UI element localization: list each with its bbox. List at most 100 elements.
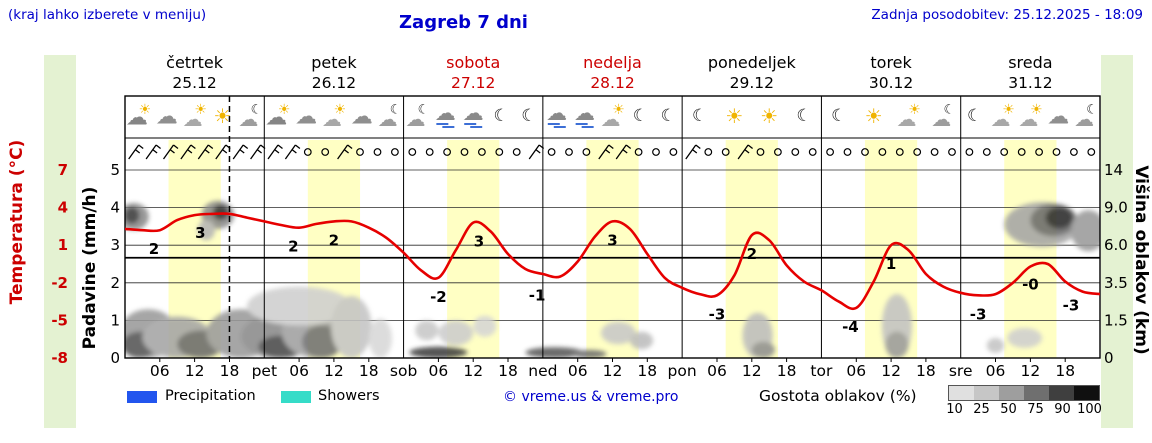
svg-text:☾: ☾ bbox=[521, 106, 536, 126]
wind-calm-icon bbox=[582, 148, 591, 156]
cloud-icon: ☁ bbox=[156, 105, 178, 130]
svg-text:☁: ☁ bbox=[546, 101, 567, 125]
wind-calm-icon bbox=[303, 148, 312, 156]
wind-calm-icon bbox=[1035, 148, 1043, 156]
cloud-blob bbox=[473, 315, 497, 337]
wind-barb-icon bbox=[232, 144, 249, 160]
svg-text:☁: ☁ bbox=[435, 101, 456, 125]
wind-barb-icon bbox=[162, 144, 179, 160]
wind-calm-icon bbox=[965, 148, 974, 156]
hour-tick-label: 18 bbox=[1055, 362, 1075, 380]
svg-text:☾: ☾ bbox=[831, 106, 846, 126]
sun-cloud-icon: ☀☁ bbox=[183, 102, 207, 131]
wind-barb-icon bbox=[598, 144, 614, 160]
day-name: ponedeljek bbox=[708, 53, 797, 72]
showers-legend-label: Showers bbox=[318, 388, 380, 404]
moon-icon: ☾ bbox=[796, 106, 811, 126]
temperature-value-labels: 2 3 2 2 -2 3 -1 3 -3 2 -4 1 -3 -0 -3 bbox=[149, 224, 1080, 336]
day-abbrev-label: sob bbox=[390, 362, 417, 380]
wind-calm-icon bbox=[460, 148, 469, 156]
rain-icon: ☁ bbox=[463, 101, 484, 128]
hour-tick-label: 06 bbox=[707, 362, 727, 380]
moon-icon: ☾ bbox=[521, 106, 536, 126]
sun-icon: ☀ bbox=[760, 104, 778, 128]
last-update: Zadnja posodobitev: 25.12.2025 - 18:09 bbox=[871, 7, 1143, 23]
cloud-density-cell bbox=[1074, 386, 1099, 400]
day-abbrev-label: pon bbox=[668, 362, 697, 380]
moon-cloud-icon: ☾☁ bbox=[931, 103, 955, 132]
cloud-density-scale bbox=[948, 385, 1100, 401]
hour-tick-label: 18 bbox=[916, 362, 936, 380]
sun-icon: ☀ bbox=[725, 104, 743, 128]
day-name: torek bbox=[870, 53, 912, 72]
svg-text:☁: ☁ bbox=[183, 107, 203, 131]
menu-hint: (kraj lahko izberete v meniju) bbox=[8, 7, 207, 23]
svg-text:☀: ☀ bbox=[760, 104, 778, 128]
svg-text:☾: ☾ bbox=[692, 106, 707, 126]
svg-text:☁: ☁ bbox=[991, 107, 1011, 131]
svg-text:☀: ☀ bbox=[334, 102, 347, 118]
sun-cloud-icon: ☀☁ bbox=[991, 102, 1015, 131]
wind-calm-icon bbox=[1017, 148, 1026, 156]
temp-tick-label: -5 bbox=[51, 311, 68, 329]
cloud-blob bbox=[125, 206, 140, 224]
cloud-icon: ☁ bbox=[351, 105, 373, 130]
temp-extreme-label: 2 bbox=[329, 231, 339, 249]
hour-tick-label: 06 bbox=[429, 362, 449, 380]
wind-calm-icon bbox=[878, 148, 887, 156]
hour-tick-label: 06 bbox=[289, 362, 309, 380]
day-date: 31.12 bbox=[1008, 74, 1052, 92]
day-name: četrtek bbox=[166, 53, 224, 72]
wind-calm-icon bbox=[652, 148, 660, 156]
wind-calm-icon bbox=[443, 148, 452, 156]
cloud-height-axis-ticks: 14 9.0 6.0 3.5 1.5 0 bbox=[1104, 161, 1128, 367]
svg-text:☁: ☁ bbox=[351, 105, 373, 130]
day-date: 30.12 bbox=[869, 74, 913, 92]
svg-text:☾: ☾ bbox=[943, 103, 955, 118]
wind-calm-icon bbox=[861, 148, 869, 156]
svg-text:☾: ☾ bbox=[967, 106, 982, 126]
precip-tick-label: 3 bbox=[110, 236, 120, 254]
temp-tick-label: -2 bbox=[51, 274, 68, 292]
precip-axis-ticks: 5 4 3 2 1 0 bbox=[110, 161, 120, 367]
credit-link[interactable]: © vreme.us & vreme.pro bbox=[503, 389, 679, 405]
weather-icons-row: ☀☁ ☁ ☀☁ ☀ ☾☁ ☀☁ ☁ ☀☁ ☁ ☾☁ ☾☁ ☁ ☁ ☾ ☾ ☁ ☁ ☀☁ ☾ ☾ ☾ ☀ ☀ ☾ ☾ ☀ ☀☁ ☾☁ ☾ ☀… bbox=[126, 101, 1098, 131]
svg-text:☁: ☁ bbox=[126, 106, 148, 131]
wind-calm-icon bbox=[756, 148, 765, 156]
temperature-curve bbox=[125, 212, 1100, 311]
wind-barb-icon bbox=[145, 144, 161, 160]
cloud-blob bbox=[885, 331, 909, 358]
x-axis-labels: 06 12 18 06 12 18 06 12 18 06 12 18 06 12 18 06 12 18 06 12… bbox=[150, 358, 1075, 380]
svg-text:☁: ☁ bbox=[601, 107, 621, 131]
cloud-density-tick-label: 25 bbox=[973, 402, 990, 417]
temp-extreme-label: 3 bbox=[195, 224, 205, 242]
moon-icon: ☾ bbox=[493, 106, 508, 126]
showers-swatch bbox=[281, 391, 311, 403]
temp-extreme-label: -4 bbox=[842, 318, 859, 336]
precipitation-swatch bbox=[127, 391, 157, 403]
wind-barb-icon bbox=[337, 144, 353, 160]
svg-text:☁: ☁ bbox=[295, 105, 317, 130]
svg-text:☾: ☾ bbox=[633, 106, 648, 126]
wind-calm-icon bbox=[321, 148, 330, 156]
temp-axis-ticks: 7 4 1 -2 -5 -8 bbox=[51, 161, 68, 367]
wind-calm-icon bbox=[1069, 148, 1078, 156]
cloud-blob bbox=[986, 338, 1005, 353]
wind-barb-icon bbox=[737, 144, 753, 160]
rain-icon: ☁ bbox=[574, 101, 595, 128]
cloud-density-tick-label: 75 bbox=[1027, 402, 1044, 417]
svg-text:☀: ☀ bbox=[194, 102, 207, 118]
cloud-density-tick-label: 90 bbox=[1054, 402, 1071, 417]
sun-cloud-icon: ☀☁ bbox=[601, 102, 625, 131]
hour-tick-label: 06 bbox=[846, 362, 866, 380]
svg-text:☀: ☀ bbox=[1002, 102, 1015, 118]
cloud-height-tick-label: 3.5 bbox=[1104, 274, 1128, 292]
cloud-blob bbox=[197, 220, 215, 241]
wind-calm-icon bbox=[512, 148, 521, 156]
svg-text:☀: ☀ bbox=[612, 102, 625, 118]
hour-tick-label: 12 bbox=[324, 362, 344, 380]
temp-tick-label: 4 bbox=[58, 199, 68, 217]
wind-calm-icon bbox=[791, 148, 800, 156]
day-abbrev-label: tor bbox=[810, 362, 833, 380]
